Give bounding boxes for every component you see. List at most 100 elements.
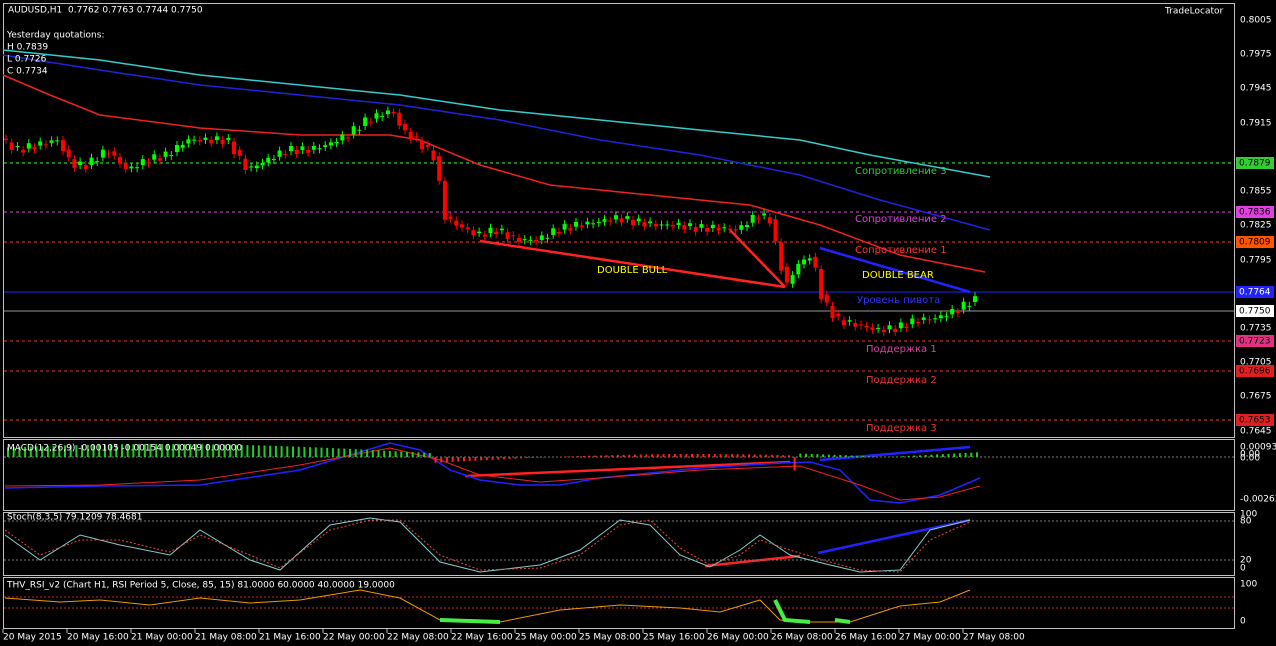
candle-body <box>944 316 949 318</box>
panel-frames <box>3 3 1235 629</box>
time-label: 25 May 08:00 <box>579 633 641 643</box>
price-label: 0.7825 <box>1240 221 1272 231</box>
candle-body <box>830 306 835 318</box>
candle-body <box>864 325 869 328</box>
candle-body <box>973 296 977 302</box>
time-label: 21 May 16:00 <box>259 633 321 643</box>
candle-body <box>123 162 128 169</box>
macd-bar <box>81 444 84 457</box>
macd-bar <box>907 455 910 457</box>
candle-body <box>836 313 841 317</box>
rsi-axis: 0 <box>1240 617 1246 627</box>
price-label: 0.7705 <box>1240 358 1272 368</box>
candle-body <box>551 228 556 235</box>
macd-axis: 0.00 <box>1240 454 1260 464</box>
indicator-lines <box>4 442 1234 624</box>
moving-averages <box>2 49 991 273</box>
candle-body <box>391 111 396 114</box>
macd-bar <box>480 457 483 461</box>
macd-bar <box>331 448 334 457</box>
macd-bar <box>252 445 255 457</box>
macd-bar <box>132 444 135 457</box>
candle-body <box>61 140 65 152</box>
level-value: 0.7879 <box>1239 159 1271 169</box>
brand: TradeLocator <box>1164 7 1224 17</box>
macd-bar <box>98 444 101 457</box>
candle-body <box>727 228 732 230</box>
macd-bar <box>662 454 665 457</box>
time-label: 22 May 00:00 <box>323 633 385 643</box>
macd-bar <box>400 451 403 457</box>
trend-lines <box>464 229 971 568</box>
candle-body <box>528 239 533 241</box>
macd-bar <box>371 450 374 457</box>
macd-bar <box>862 455 864 457</box>
candle-body <box>482 234 487 237</box>
candle-body <box>26 143 31 149</box>
macd-bar <box>611 455 614 457</box>
macd-bar <box>109 444 112 457</box>
macd-bar <box>457 457 460 462</box>
time-label: 20 May 2015 <box>3 633 62 643</box>
macd-bar <box>292 446 294 457</box>
candle-body <box>38 141 43 146</box>
candle-body <box>180 144 185 148</box>
candles <box>4 106 977 337</box>
candle-body <box>796 263 801 275</box>
macd-bar <box>748 454 750 457</box>
macd-bar <box>314 447 317 457</box>
candle-body <box>807 258 812 261</box>
candle-body <box>471 230 476 236</box>
candle-body <box>237 150 242 156</box>
macd-bar <box>958 453 961 457</box>
macd-bar <box>7 447 9 457</box>
candle-body <box>916 322 920 323</box>
macd-bar <box>742 454 745 457</box>
macd-bar <box>919 455 921 457</box>
candle-body <box>682 225 687 230</box>
candle-body <box>351 126 356 135</box>
candle-body <box>750 214 755 223</box>
time-label: 25 May 16:00 <box>643 633 705 643</box>
candle-body <box>106 153 111 155</box>
candle-body <box>802 259 806 265</box>
macd-bar <box>286 446 289 457</box>
yesterday-title: Yesterday quotations: <box>6 31 104 41</box>
candle-body <box>659 224 664 226</box>
macd-bar <box>274 445 277 457</box>
macd-bar <box>514 457 517 459</box>
candle-body <box>175 144 179 152</box>
macd-bar <box>223 444 226 457</box>
candle-body <box>89 157 94 165</box>
macd-bar <box>235 444 237 457</box>
candle-body <box>157 158 162 161</box>
macd-bar <box>730 454 733 457</box>
level-box <box>1236 365 1274 377</box>
time-label: 26 May 00:00 <box>707 633 769 643</box>
candle-body <box>967 305 972 307</box>
candle-body <box>545 237 550 239</box>
candle-body <box>277 150 282 157</box>
candle-body <box>220 140 225 144</box>
time-label: 22 May 08:00 <box>387 633 449 643</box>
candle-body <box>328 142 333 146</box>
macd-bar <box>651 454 654 457</box>
macd-bar <box>217 444 220 457</box>
macd-bar <box>126 444 129 457</box>
candle-body <box>670 225 675 227</box>
level-value: 0.7653 <box>1239 416 1271 426</box>
candle-body <box>602 219 607 222</box>
macd-bar <box>770 454 773 457</box>
macd-bar <box>827 454 830 457</box>
candle-body <box>266 157 271 163</box>
macd-bar <box>115 444 118 457</box>
time-label: 21 May 00:00 <box>131 633 193 643</box>
macd-bar <box>343 448 346 457</box>
macd-bar <box>189 444 192 457</box>
macd-bar <box>685 454 688 457</box>
macd-bar <box>52 445 55 457</box>
level-name: Уровень пивота <box>857 295 940 306</box>
candle-body <box>859 324 863 326</box>
macd-bar <box>605 455 608 457</box>
level-box <box>1236 335 1274 347</box>
